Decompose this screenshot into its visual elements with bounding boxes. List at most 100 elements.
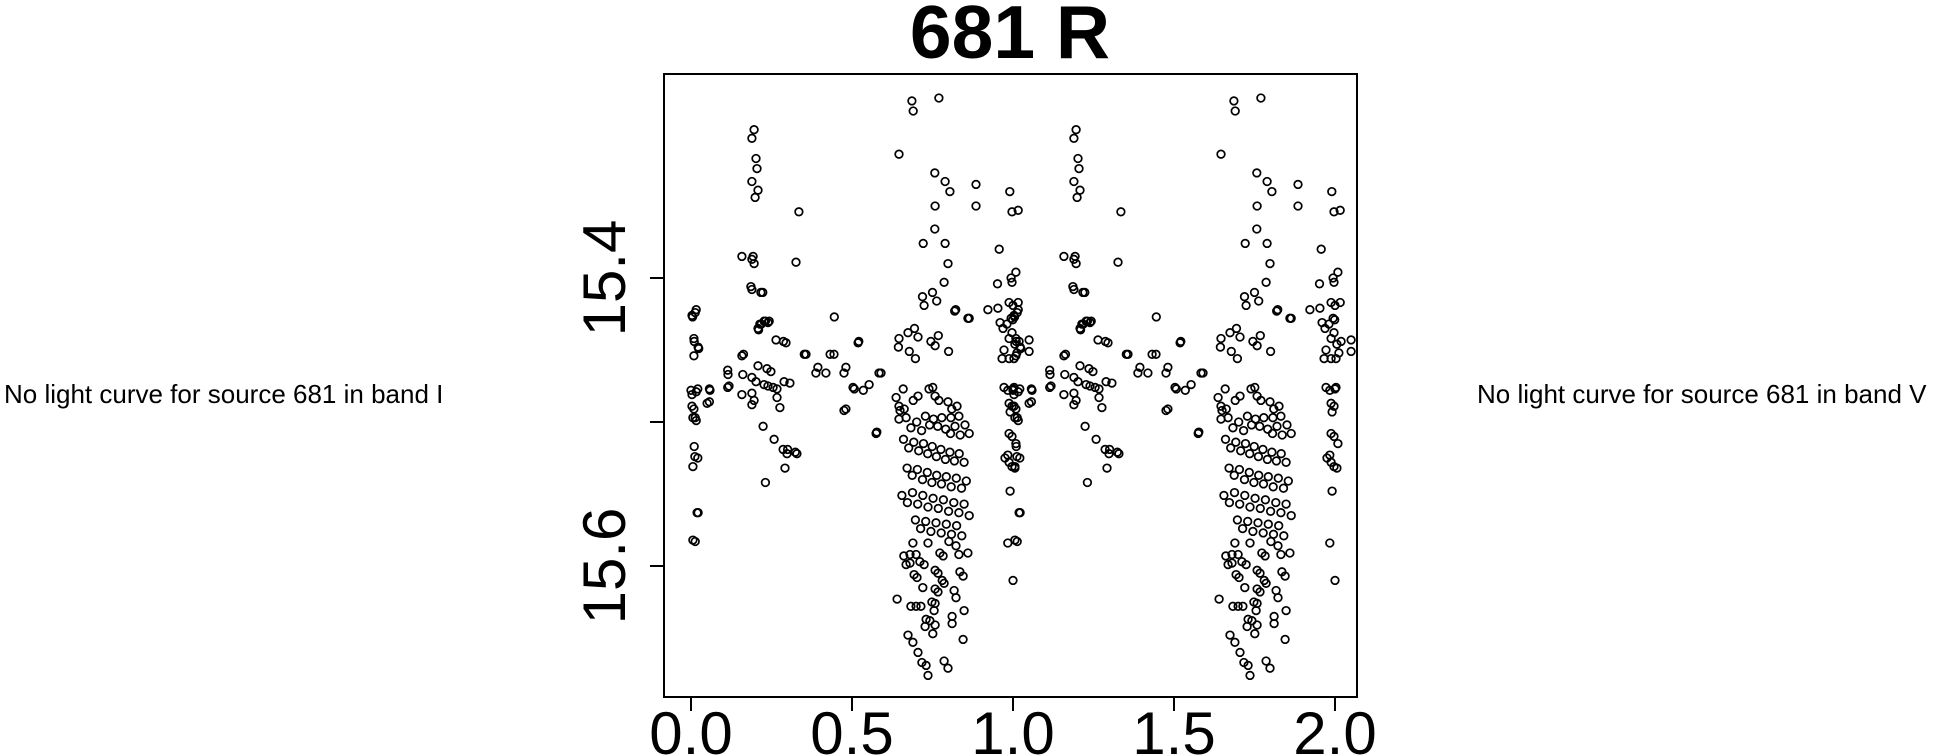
data-point xyxy=(1097,402,1107,413)
data-point xyxy=(907,487,918,498)
data-point xyxy=(1255,587,1265,597)
data-point xyxy=(1075,185,1085,195)
data-point xyxy=(1329,277,1339,287)
data-point xyxy=(930,224,940,234)
data-point xyxy=(1024,335,1034,345)
data-point xyxy=(1325,538,1335,548)
data-point xyxy=(1226,443,1236,453)
data-point xyxy=(1234,464,1245,475)
data-point xyxy=(928,493,938,503)
data-point xyxy=(1248,526,1258,537)
data-point xyxy=(959,605,969,616)
data-point xyxy=(753,185,763,195)
data-point xyxy=(914,446,924,456)
data-point xyxy=(1265,506,1276,516)
data-point xyxy=(1242,411,1253,421)
data-point xyxy=(738,369,748,380)
data-point xyxy=(1112,447,1122,457)
data-point xyxy=(999,345,1009,355)
data-point xyxy=(901,413,911,423)
data-point xyxy=(1324,319,1334,329)
data-point xyxy=(1216,149,1226,159)
data-point xyxy=(961,476,971,486)
data-point xyxy=(1346,335,1356,345)
data-point xyxy=(1151,349,1161,359)
data-point xyxy=(971,201,981,211)
data-point xyxy=(1245,670,1255,681)
data-point xyxy=(930,201,940,211)
data-point xyxy=(1267,428,1278,439)
data-point xyxy=(1280,634,1290,645)
data-point xyxy=(960,420,970,430)
data-point xyxy=(1135,362,1145,372)
data-point xyxy=(933,587,943,597)
data-point xyxy=(913,499,923,509)
data-point xyxy=(918,238,928,249)
data-point xyxy=(1231,323,1242,334)
data-point xyxy=(919,559,929,570)
data-point xyxy=(1255,330,1265,341)
data-point xyxy=(912,572,922,583)
data-point xyxy=(1024,346,1034,357)
data-point xyxy=(951,473,961,483)
data-point xyxy=(1059,351,1069,361)
data-point xyxy=(930,620,940,630)
data-point xyxy=(1274,401,1284,411)
data-point xyxy=(1227,549,1237,560)
data-point xyxy=(940,238,950,249)
data-point xyxy=(1273,541,1283,551)
data-point xyxy=(917,474,928,485)
data-point xyxy=(1228,423,1238,433)
data-point xyxy=(902,497,913,508)
data-point xyxy=(724,381,734,391)
data-point xyxy=(1005,486,1015,496)
data-point xyxy=(693,384,703,394)
data-point xyxy=(1243,516,1253,527)
x-axis-tick-label: 1.5 xyxy=(1132,700,1215,756)
data-point xyxy=(772,392,782,403)
data-point xyxy=(902,463,912,473)
data-point xyxy=(825,349,835,359)
data-point xyxy=(983,305,993,315)
data-point xyxy=(954,411,964,421)
data-point xyxy=(1228,601,1238,611)
data-point xyxy=(1080,421,1090,431)
data-point xyxy=(1045,382,1055,393)
data-point xyxy=(1249,441,1259,452)
data-point xyxy=(690,536,700,547)
data-point xyxy=(936,479,947,489)
plot-area: 0.0 0.5 1.0 1.5 2.0 15.4 15.6 xyxy=(571,73,1377,756)
data-point xyxy=(1250,493,1260,503)
data-point xyxy=(829,312,839,322)
data-point xyxy=(891,392,901,403)
data-point xyxy=(1015,508,1025,518)
data-point xyxy=(1093,335,1103,345)
data-point xyxy=(932,470,942,480)
data-point xyxy=(926,526,936,537)
data-point xyxy=(876,368,886,378)
data-point xyxy=(1104,444,1115,455)
data-point xyxy=(1235,391,1245,401)
data-point xyxy=(955,430,965,440)
data-point xyxy=(1003,538,1013,548)
data-point xyxy=(1008,575,1018,586)
data-point xyxy=(738,349,749,359)
data-point xyxy=(1234,572,1244,583)
data-point xyxy=(1011,438,1021,449)
data-point xyxy=(864,379,874,390)
data-point xyxy=(1013,205,1023,215)
data-point xyxy=(1012,348,1022,358)
data-point xyxy=(1279,531,1289,541)
data-point xyxy=(1271,497,1281,508)
data-point xyxy=(1245,538,1255,548)
data-point xyxy=(1233,601,1243,611)
data-point xyxy=(913,332,923,342)
data-point xyxy=(1013,297,1023,308)
data-point xyxy=(1249,477,1259,488)
data-point xyxy=(1161,405,1171,416)
data-point xyxy=(941,472,951,482)
data-point xyxy=(1273,593,1283,603)
data-point xyxy=(915,523,926,534)
data-point xyxy=(1123,349,1133,359)
data-point xyxy=(1241,300,1251,311)
